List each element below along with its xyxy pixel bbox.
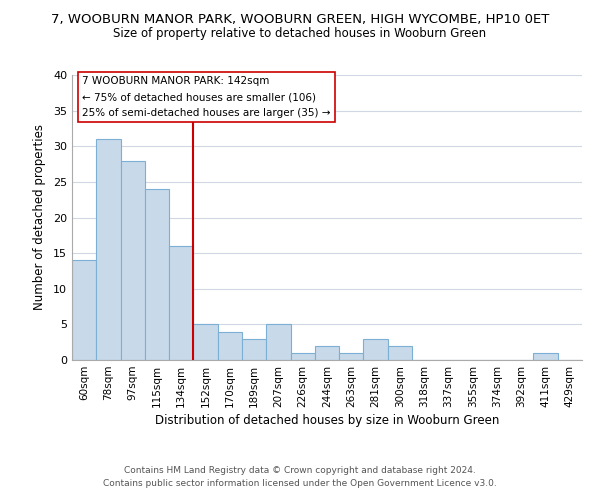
Bar: [169, 246, 193, 360]
Bar: [388, 346, 412, 360]
Bar: [242, 338, 266, 360]
Text: 7 WOOBURN MANOR PARK: 142sqm
← 75% of detached houses are smaller (106)
25% of s: 7 WOOBURN MANOR PARK: 142sqm ← 75% of de…: [82, 76, 331, 118]
Text: Size of property relative to detached houses in Wooburn Green: Size of property relative to detached ho…: [113, 28, 487, 40]
Bar: [339, 353, 364, 360]
Bar: [315, 346, 339, 360]
Bar: [121, 160, 145, 360]
Bar: [290, 353, 315, 360]
Y-axis label: Number of detached properties: Number of detached properties: [33, 124, 46, 310]
Bar: [145, 189, 169, 360]
Bar: [218, 332, 242, 360]
Bar: [72, 260, 96, 360]
Bar: [193, 324, 218, 360]
Text: 7, WOOBURN MANOR PARK, WOOBURN GREEN, HIGH WYCOMBE, HP10 0ET: 7, WOOBURN MANOR PARK, WOOBURN GREEN, HI…: [51, 12, 549, 26]
X-axis label: Distribution of detached houses by size in Wooburn Green: Distribution of detached houses by size …: [155, 414, 499, 427]
Bar: [533, 353, 558, 360]
Bar: [96, 139, 121, 360]
Text: Contains HM Land Registry data © Crown copyright and database right 2024.
Contai: Contains HM Land Registry data © Crown c…: [103, 466, 497, 487]
Bar: [266, 324, 290, 360]
Bar: [364, 338, 388, 360]
